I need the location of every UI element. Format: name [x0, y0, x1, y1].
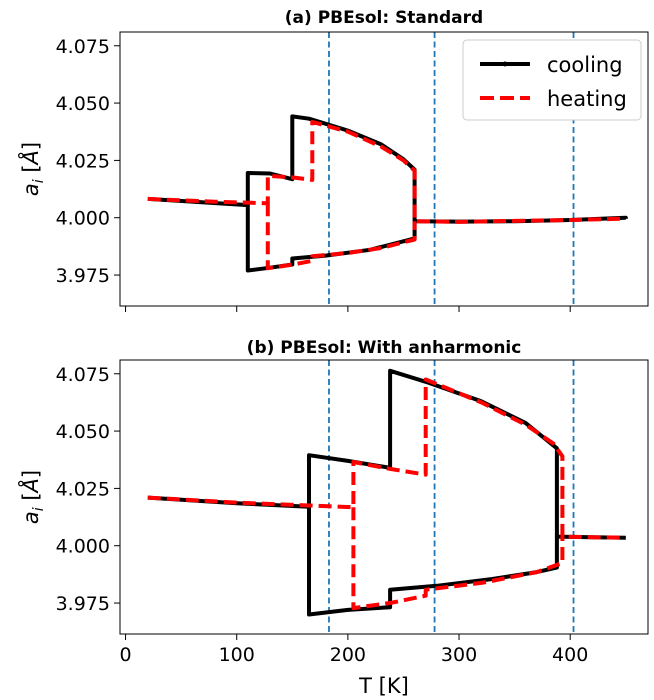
chart-title: (b) PBEsol: With anharmonic — [247, 338, 522, 358]
y-tick-label: 4.025 — [56, 150, 110, 172]
y-tick-label: 4.000 — [56, 208, 110, 230]
series-layer — [147, 114, 628, 273]
legend: cooling heating — [462, 39, 642, 121]
cooling-series-line-1 — [307, 506, 559, 617]
plot-frame — [119, 31, 649, 307]
y-tick-label: 4.075 — [56, 364, 110, 386]
heating-series-line-0 — [147, 377, 626, 540]
y-tick-label: 4.025 — [56, 478, 110, 500]
x-axis-label: T [K] — [358, 674, 409, 698]
y-tick-label: 4.050 — [56, 421, 110, 443]
vertical-reference-lines — [328, 32, 575, 306]
vertical-reference-lines — [328, 360, 575, 634]
heating-series-line-1 — [351, 507, 565, 611]
x-tick-label: 100 — [219, 644, 255, 666]
x-tick-label: 300 — [441, 644, 477, 666]
plot-frame — [119, 359, 649, 635]
legend-cooling-label: cooling — [547, 53, 623, 77]
plot-area — [120, 360, 648, 634]
y-axis-label: ai [Å] — [17, 142, 47, 196]
y-tick-label: 4.075 — [56, 36, 110, 58]
series-layer — [147, 368, 626, 617]
legend-cooling-marker — [502, 61, 508, 67]
x-axis-ticks: 0 100 200 300 400 — [120, 634, 588, 666]
x-tick-label: 200 — [330, 644, 366, 666]
legend-heating-label: heating — [547, 87, 627, 111]
heating-series-line-0 — [147, 119, 626, 224]
y-axis-ticks: 3.975 4.000 4.025 4.050 4.075 — [56, 364, 120, 615]
y-tick-label: 4.050 — [56, 93, 110, 115]
y-tick-label: 3.975 — [56, 593, 110, 615]
chart-title: (a) PBEsol: Standard — [285, 8, 483, 28]
cooling-series-line-1 — [245, 205, 417, 273]
x-axis-ticks — [125, 306, 571, 312]
y-tick-label: 3.975 — [56, 265, 110, 287]
heating-series-line-1 — [265, 203, 417, 271]
panel-a: 3.975 4.000 4.025 4.050 4.075 (a) PBEsol: St… — [17, 8, 649, 312]
cooling-series-line-0 — [147, 368, 626, 540]
x-tick-label: 0 — [120, 644, 132, 666]
y-axis-ticks: 3.975 4.000 4.025 4.050 4.075 — [56, 36, 120, 287]
y-axis-label: ai [Å] — [17, 470, 47, 524]
x-tick-label: 400 — [552, 644, 588, 666]
y-tick-label: 4.000 — [56, 536, 110, 558]
